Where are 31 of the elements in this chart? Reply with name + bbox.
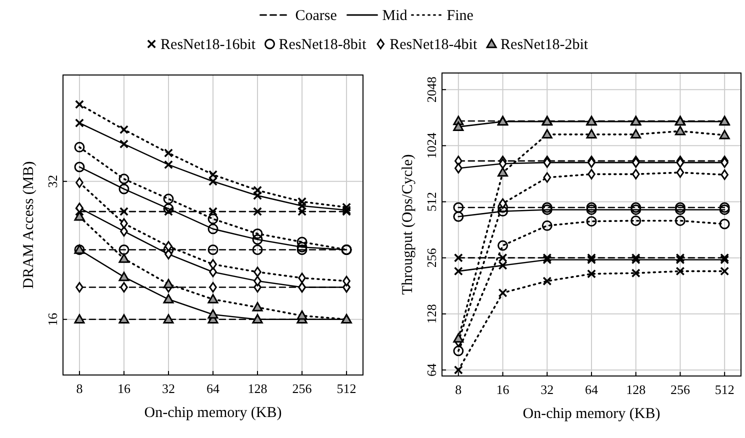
y-tick-label: 2048 (424, 76, 439, 103)
text: Coarse (295, 8, 338, 24)
x-tick-label: 32 (540, 382, 554, 397)
x-tick-label: 256 (670, 382, 690, 397)
x-axis-title: On-chip memory (KB) (144, 405, 282, 421)
x-tick-label: 512 (714, 382, 734, 397)
x-tick-label: 8 (455, 382, 462, 397)
y-axis-title: DRAM Access (MB) (21, 161, 37, 289)
text: Fine (446, 8, 474, 24)
y-tick-label: 512 (424, 192, 439, 212)
x-tick-label: 64 (585, 382, 598, 397)
y-tick-label: 1024 (424, 132, 439, 159)
x-tick-label: 256 (292, 381, 312, 396)
x-tick-label: 16 (117, 381, 131, 396)
text: Mid (382, 8, 408, 24)
x-tick-label: 512 (336, 381, 356, 396)
text: ResNet18-16bit (160, 37, 256, 53)
x-tick-label: 64 (206, 381, 220, 396)
text: ResNet18-4bit (390, 37, 478, 53)
x-tick-label: 16 (496, 382, 510, 397)
x-tick-label: 128 (626, 382, 646, 397)
y-tick-label: 256 (424, 248, 439, 268)
x-tick-label: 128 (248, 381, 268, 396)
text: ResNet18-2bit (500, 37, 589, 53)
text: ResNet18-8bit (278, 37, 368, 53)
x-tick-label: 32 (162, 381, 175, 396)
x-axis-title: On-chip memory (KB) (522, 406, 660, 422)
y-axis-title: Througput (Ops/Cycle) (400, 154, 416, 295)
y-tick-label: 64 (424, 362, 439, 376)
x-tick-label: 8 (76, 381, 83, 396)
y-tick-label: 128 (424, 304, 439, 324)
